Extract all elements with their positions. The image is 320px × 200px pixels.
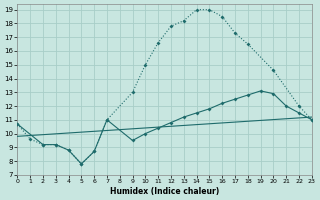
X-axis label: Humidex (Indice chaleur): Humidex (Indice chaleur) bbox=[110, 187, 219, 196]
